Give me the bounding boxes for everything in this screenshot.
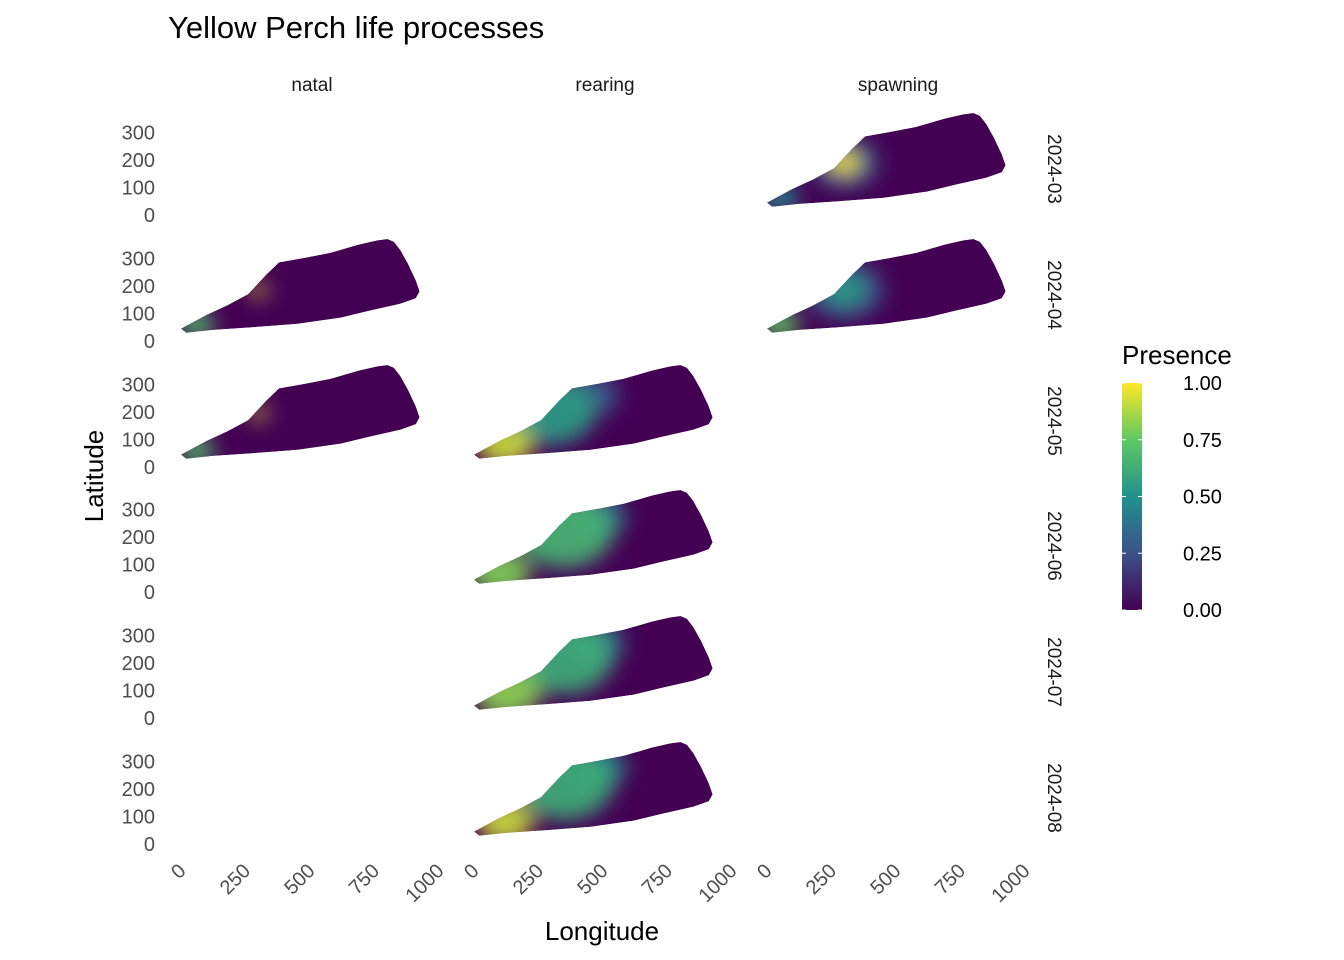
row-strip-2024-03: 2024-03	[1043, 134, 1064, 204]
x-tick-label: 250	[802, 860, 841, 899]
row-strip-2024-08: 2024-08	[1043, 763, 1064, 833]
presence-hotspot	[823, 274, 866, 306]
row-strip-2024-07: 2024-07	[1043, 637, 1064, 707]
presence-hotspot	[767, 183, 800, 207]
y-tick-label: 200	[122, 527, 155, 549]
presence-hotspot	[767, 309, 800, 333]
y-axis-label: Latitude	[79, 430, 109, 523]
legend-tick-label: 0.75	[1183, 430, 1222, 452]
legend-tick-label: 0.25	[1183, 543, 1222, 565]
presence-hotspot	[476, 800, 534, 836]
lake-shape	[767, 113, 1006, 207]
column-strips: natal rearing spawning	[291, 75, 938, 96]
y-tick-label: 100	[122, 429, 155, 451]
y-tick-label: 200	[122, 150, 155, 172]
panel-natal-2024-04	[181, 239, 420, 333]
panel-rearing-2024-07	[474, 616, 713, 710]
presence-hotspot	[249, 283, 268, 297]
presence-hotspot	[515, 746, 614, 821]
presence-hotspot	[515, 494, 614, 569]
y-tick-label: 300	[122, 751, 155, 773]
x-tick-label: 0	[753, 860, 776, 883]
presence-hotspot	[474, 668, 542, 710]
legend-tick-label: 1.00	[1183, 373, 1222, 395]
x-tick-label: 500	[866, 860, 905, 899]
column-strip-spawning: spawning	[858, 75, 938, 96]
y-tick-label: 0	[144, 582, 155, 604]
x-tick-label: 750	[931, 860, 970, 899]
x-tick-label: 1000	[402, 860, 449, 907]
x-tick-label: 500	[280, 860, 319, 899]
y-tick-label: 0	[144, 331, 155, 353]
panel-rearing-2024-06	[474, 490, 713, 584]
lake-shape	[181, 365, 420, 459]
panel-natal-2024-05	[181, 365, 420, 459]
y-tick-label: 200	[122, 653, 155, 675]
x-tick-label: 750	[638, 860, 677, 899]
presence-hotspot	[474, 549, 531, 584]
panel-rearing-2024-08	[474, 742, 713, 836]
presence-hotspot	[828, 151, 860, 175]
panel-spawning-2024-04	[767, 239, 1006, 333]
x-tick-label: 750	[345, 860, 384, 899]
y-tick-label: 300	[122, 122, 155, 144]
row-strip-2024-05: 2024-05	[1043, 386, 1064, 456]
chart-title: Yellow Perch life processes	[168, 10, 544, 45]
legend-tick-label: 0.50	[1183, 487, 1222, 509]
y-tick-label: 300	[122, 625, 155, 647]
y-tick-label: 300	[122, 248, 155, 270]
y-axis-ticks: 0 100 200 300 0 100 200 300 0 100 200 300 0 100 200 300…	[122, 122, 155, 856]
y-tick-label: 100	[122, 806, 155, 828]
x-tick-label: 500	[573, 860, 612, 899]
row-strip-2024-04: 2024-04	[1043, 260, 1064, 330]
lake-shape	[767, 239, 1006, 333]
y-tick-label: 200	[122, 779, 155, 801]
y-tick-label: 300	[122, 374, 155, 396]
y-tick-label: 0	[144, 834, 155, 856]
y-tick-label: 300	[122, 499, 155, 521]
column-strip-natal: natal	[291, 75, 332, 96]
legend-colorbar	[1122, 383, 1142, 610]
x-tick-label: 0	[460, 860, 483, 883]
x-tick-label: 250	[509, 860, 548, 899]
row-strips: 2024-03 2024-04 2024-05 2024-06 2024-07 2024-…	[1043, 134, 1064, 833]
legend: Presence 0.00 0.25 0.50 0.75 1.00	[1122, 340, 1232, 622]
x-tick-label: 0	[167, 860, 190, 883]
x-axis-label: Longitude	[545, 916, 659, 946]
presence-hotspot	[476, 423, 534, 459]
panel-rearing-2024-05	[474, 365, 713, 459]
y-tick-label: 0	[144, 205, 155, 227]
y-tick-label: 100	[122, 554, 155, 576]
x-tick-label: 1000	[695, 860, 742, 907]
y-tick-label: 100	[122, 303, 155, 325]
presence-hotspot	[249, 406, 268, 421]
y-tick-label: 100	[122, 680, 155, 702]
y-tick-label: 200	[122, 402, 155, 424]
y-tick-label: 100	[122, 177, 155, 199]
y-tick-label: 0	[144, 708, 155, 730]
row-strip-2024-06: 2024-06	[1043, 511, 1064, 581]
panel-spawning-2024-03	[767, 113, 1006, 207]
x-tick-label: 1000	[988, 860, 1035, 907]
panels	[181, 113, 1006, 836]
presence-hotspot	[181, 436, 215, 459]
y-tick-label: 0	[144, 457, 155, 479]
legend-tick-label: 0.00	[1183, 600, 1222, 622]
x-tick-label: 250	[216, 860, 255, 899]
lake-shape	[181, 239, 420, 333]
x-axis-ticks: 0 250 500 750 1000 0 250 500 750 1000 0 250 500 750 10…	[167, 860, 1034, 907]
legend-title: Presence	[1122, 340, 1232, 370]
presence-hotspot	[181, 310, 215, 333]
y-tick-label: 200	[122, 276, 155, 298]
column-strip-rearing: rearing	[575, 75, 634, 96]
